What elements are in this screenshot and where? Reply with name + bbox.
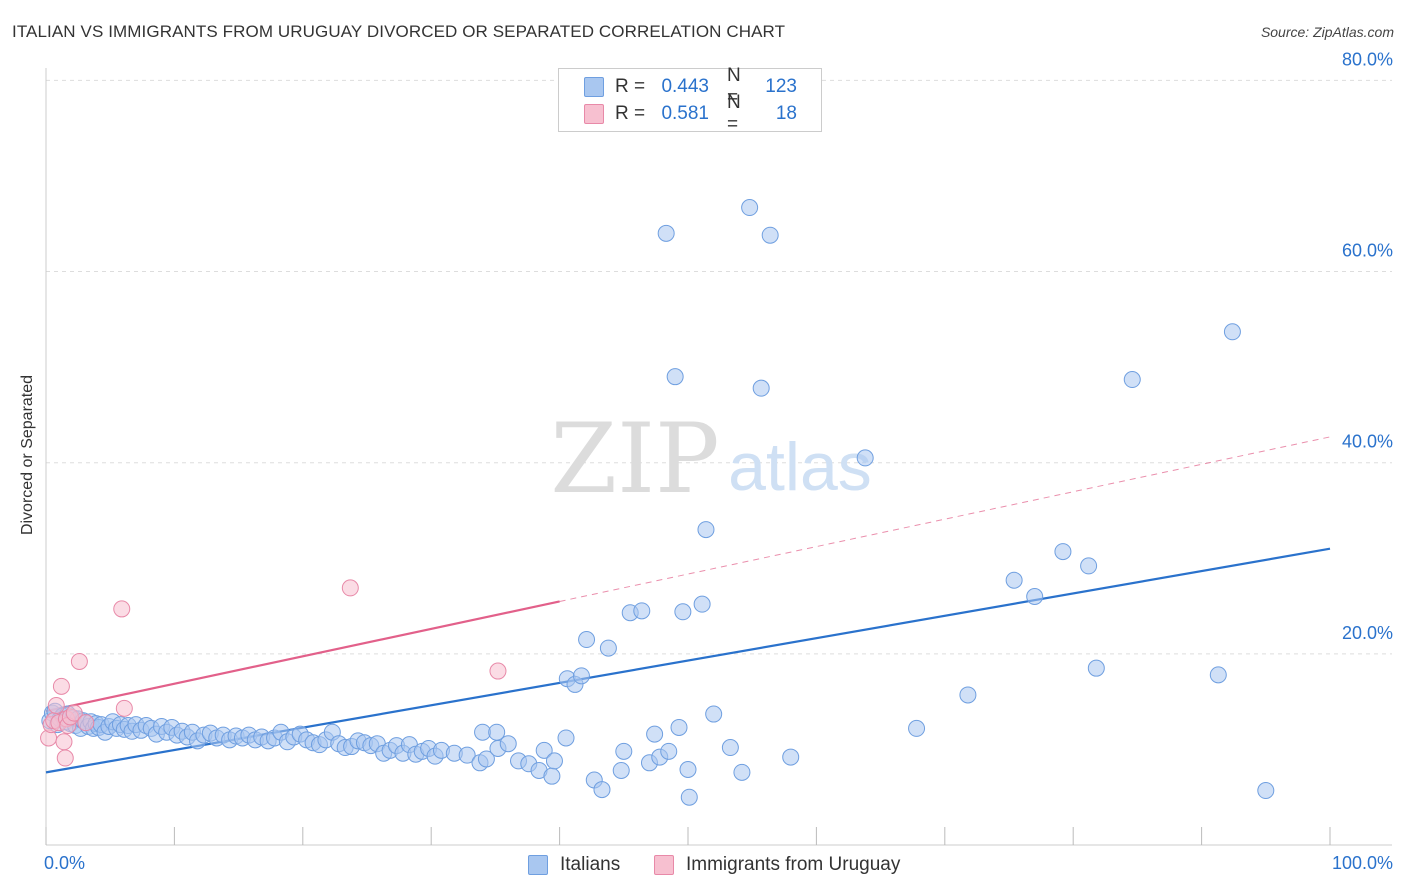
point-uruguay	[65, 704, 83, 722]
point-uruguay	[47, 696, 65, 714]
point-italians	[593, 781, 611, 799]
point-italians	[1257, 782, 1275, 800]
point-italians	[908, 719, 926, 737]
legend-label-uruguay: Immigrants from Uruguay	[686, 854, 901, 875]
x-tick-label: 100.0%	[1332, 853, 1393, 873]
point-italians	[488, 723, 506, 741]
point-italians	[674, 603, 692, 621]
point-italians	[543, 767, 561, 785]
tick-labels: 20.0% 40.0% 60.0% 80.0% 0.0% 100.0%	[44, 49, 1393, 873]
point-italians	[1054, 543, 1072, 561]
source-label: Source: ZipAtlas.com	[1260, 24, 1394, 40]
point-italians	[557, 729, 575, 747]
watermark-atlas: atlas	[728, 429, 872, 505]
stats-box: R = 0.443 N = 123 R = 0.581 N = 18	[558, 65, 822, 135]
point-italians	[680, 788, 698, 806]
n-label: N =	[727, 65, 741, 108]
point-italians	[856, 449, 874, 467]
trend-line-uruguay	[45, 600, 560, 713]
point-uruguay	[115, 699, 133, 717]
point-italians	[1123, 371, 1141, 389]
point-italians	[1026, 588, 1044, 606]
point-italians	[1080, 557, 1098, 575]
point-italians	[705, 705, 723, 723]
point-italians	[458, 746, 476, 764]
point-italians	[1209, 666, 1227, 684]
n-value: 123	[765, 76, 797, 97]
n-label: N =	[727, 92, 741, 135]
point-uruguay	[113, 600, 131, 618]
legend: Italians Immigrants from Uruguay	[0, 853, 1406, 877]
point-uruguay	[77, 714, 95, 732]
point-italians	[666, 368, 684, 386]
point-italians	[545, 752, 563, 770]
r-label: R =	[615, 76, 646, 97]
point-italians	[959, 686, 977, 704]
point-italians	[657, 224, 675, 242]
n-value: 18	[775, 103, 797, 124]
legend-item-italians[interactable]: Italians	[528, 853, 620, 877]
point-uruguay	[56, 749, 74, 767]
point-italians	[733, 763, 751, 781]
y-tick-label: 40.0%	[1342, 432, 1393, 452]
point-italians	[599, 639, 617, 657]
italians-swatch	[584, 77, 604, 97]
x-tick-label: 0.0%	[44, 853, 85, 873]
uruguay-swatch	[654, 855, 674, 875]
point-italians	[499, 735, 517, 753]
italians-swatch	[528, 855, 548, 875]
point-italians	[572, 667, 590, 685]
point-italians	[697, 521, 715, 539]
y-tick-label: 80.0%	[1342, 49, 1393, 69]
grid-lines	[46, 79, 1392, 655]
uruguay-swatch	[584, 104, 604, 124]
y-tick-label: 60.0%	[1342, 241, 1393, 261]
point-italians	[535, 741, 553, 759]
point-italians	[1223, 323, 1241, 341]
point-italians	[477, 750, 495, 768]
point-uruguay	[70, 652, 88, 670]
point-italians	[612, 761, 630, 779]
y-tick-label: 20.0%	[1342, 623, 1393, 643]
point-italians	[752, 379, 770, 397]
point-italians	[741, 199, 759, 217]
data-points	[40, 199, 1275, 806]
point-uruguay	[341, 579, 359, 597]
point-italians	[660, 742, 678, 760]
chart-title: ITALIAN VS IMMIGRANTS FROM URUGUAY DIVOR…	[12, 22, 786, 41]
point-italians	[1087, 659, 1105, 677]
point-italians	[721, 739, 739, 757]
point-italians	[1005, 571, 1023, 589]
point-italians	[615, 742, 633, 760]
point-italians	[693, 595, 711, 613]
legend-item-uruguay[interactable]: Immigrants from Uruguay	[654, 853, 900, 877]
point-italians	[782, 748, 800, 766]
point-uruguay	[55, 733, 73, 751]
r-value: 0.581	[661, 103, 709, 124]
y-axis-label: Divorced or Separated	[19, 374, 36, 536]
watermark-zip: ZIP	[550, 403, 719, 515]
point-uruguay	[489, 662, 507, 680]
point-uruguay	[52, 677, 70, 695]
point-italians	[474, 723, 492, 741]
r-value: 0.443	[661, 76, 709, 97]
r-label: R =	[615, 103, 646, 124]
point-italians	[761, 226, 779, 244]
point-italians	[633, 602, 651, 620]
legend-label-italians: Italians	[560, 854, 621, 875]
point-italians	[679, 760, 697, 778]
point-italians	[646, 725, 664, 743]
point-italians	[578, 631, 596, 649]
point-italians	[670, 718, 688, 736]
